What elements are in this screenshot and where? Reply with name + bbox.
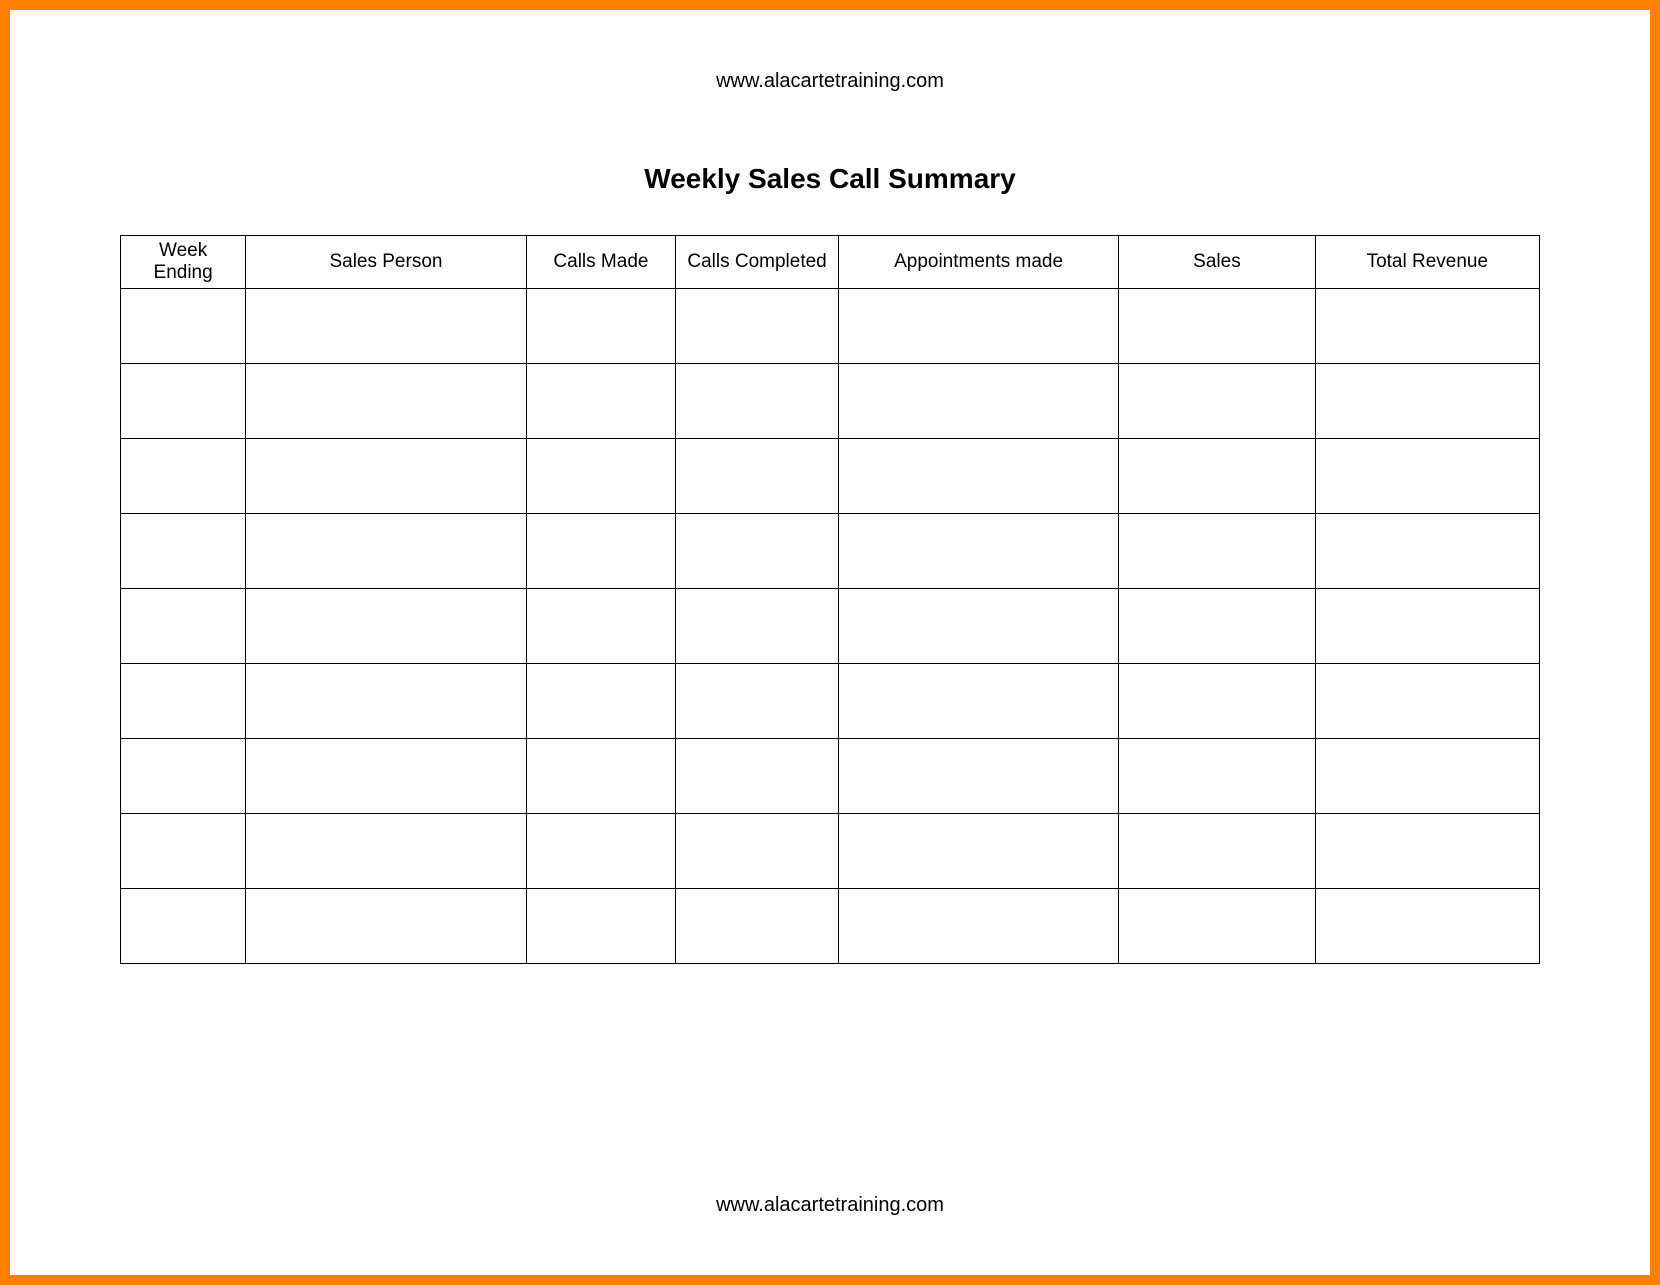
table-cell	[121, 889, 246, 964]
summary-table-wrap: Week EndingSales PersonCalls MadeCalls C…	[120, 235, 1540, 964]
table-cell	[1315, 364, 1539, 439]
table-cell	[1315, 664, 1539, 739]
table-row	[121, 664, 1540, 739]
table-cell	[1315, 439, 1539, 514]
table-cell	[246, 814, 526, 889]
table-cell	[121, 364, 246, 439]
table-cell	[526, 889, 676, 964]
table-cell	[1119, 514, 1315, 589]
table-row	[121, 589, 1540, 664]
col-header-sales: Sales	[1119, 236, 1315, 289]
table-row	[121, 289, 1540, 364]
table-cell	[676, 289, 839, 364]
footer-url: www.alacartetraining.com	[10, 1194, 1650, 1217]
table-cell	[676, 439, 839, 514]
table-cell	[246, 739, 526, 814]
table-row	[121, 739, 1540, 814]
table-cell	[526, 439, 676, 514]
table-cell	[838, 439, 1118, 514]
table-row	[121, 439, 1540, 514]
table-cell	[246, 439, 526, 514]
summary-thead: Week EndingSales PersonCalls MadeCalls C…	[121, 236, 1540, 289]
document-frame: www.alacartetraining.com Weekly Sales Ca…	[0, 0, 1660, 1285]
table-cell	[676, 589, 839, 664]
table-cell	[838, 589, 1118, 664]
table-cell	[1119, 364, 1315, 439]
table-cell	[246, 589, 526, 664]
table-cell	[121, 739, 246, 814]
table-cell	[676, 739, 839, 814]
col-header-calls_completed: Calls Completed	[676, 236, 839, 289]
table-row	[121, 514, 1540, 589]
table-cell	[246, 664, 526, 739]
table-cell	[838, 889, 1118, 964]
table-cell	[838, 364, 1118, 439]
table-cell	[526, 514, 676, 589]
table-cell	[676, 814, 839, 889]
col-header-appointments_made: Appointments made	[838, 236, 1118, 289]
table-cell	[676, 664, 839, 739]
table-cell	[246, 289, 526, 364]
table-row	[121, 814, 1540, 889]
table-cell	[1315, 289, 1539, 364]
table-cell	[246, 514, 526, 589]
table-cell	[676, 514, 839, 589]
table-cell	[1315, 889, 1539, 964]
table-cell	[676, 889, 839, 964]
col-header-week_ending: Week Ending	[121, 236, 246, 289]
table-cell	[1119, 889, 1315, 964]
page-title: Weekly Sales Call Summary	[10, 163, 1650, 195]
table-cell	[1315, 814, 1539, 889]
col-header-sales_person: Sales Person	[246, 236, 526, 289]
header-url: www.alacartetraining.com	[10, 70, 1650, 93]
table-cell	[121, 814, 246, 889]
table-cell	[1315, 739, 1539, 814]
table-cell	[121, 589, 246, 664]
table-cell	[121, 439, 246, 514]
table-cell	[1119, 589, 1315, 664]
table-cell	[121, 289, 246, 364]
table-cell	[1119, 439, 1315, 514]
table-cell	[838, 814, 1118, 889]
table-cell	[838, 664, 1118, 739]
table-cell	[1119, 289, 1315, 364]
table-cell	[526, 739, 676, 814]
table-cell	[526, 589, 676, 664]
table-cell	[121, 514, 246, 589]
summary-tbody	[121, 289, 1540, 964]
table-row	[121, 889, 1540, 964]
table-cell	[838, 739, 1118, 814]
table-row	[121, 364, 1540, 439]
table-cell	[1315, 514, 1539, 589]
table-cell	[1315, 589, 1539, 664]
table-cell	[121, 664, 246, 739]
table-cell	[838, 289, 1118, 364]
table-cell	[246, 889, 526, 964]
table-cell	[526, 364, 676, 439]
summary-header-row: Week EndingSales PersonCalls MadeCalls C…	[121, 236, 1540, 289]
table-cell	[526, 814, 676, 889]
table-cell	[1119, 739, 1315, 814]
col-header-calls_made: Calls Made	[526, 236, 676, 289]
summary-table: Week EndingSales PersonCalls MadeCalls C…	[120, 235, 1540, 964]
table-cell	[676, 364, 839, 439]
table-cell	[246, 364, 526, 439]
table-cell	[526, 664, 676, 739]
table-cell	[1119, 814, 1315, 889]
table-cell	[838, 514, 1118, 589]
table-cell	[1119, 664, 1315, 739]
col-header-total_revenue: Total Revenue	[1315, 236, 1539, 289]
table-cell	[526, 289, 676, 364]
